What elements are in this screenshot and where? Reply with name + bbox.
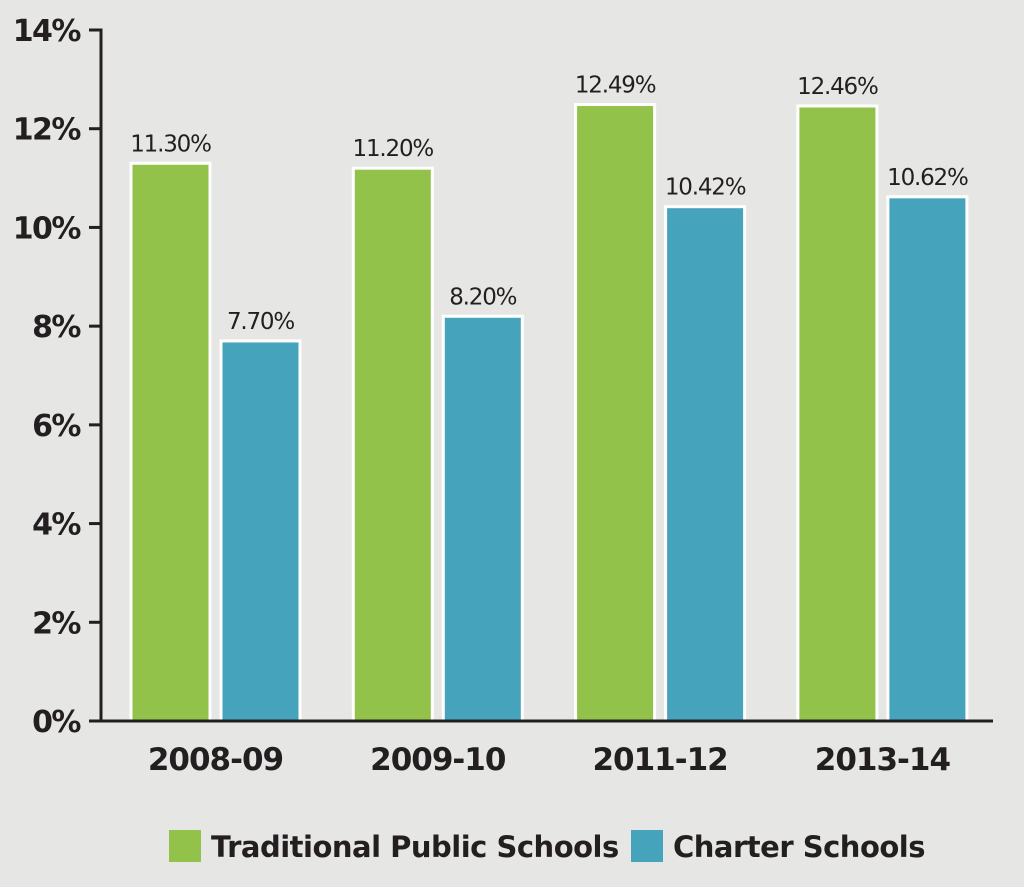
y-tick-label: 14%: [13, 14, 82, 49]
y-tick-label: 10%: [13, 211, 82, 246]
legend-label-charter: Charter Schools: [673, 830, 925, 864]
y-tick-label: 8%: [32, 310, 81, 345]
legend-swatch-traditional: [169, 830, 201, 862]
y-tick-label: 4%: [32, 508, 81, 543]
data-labels-group: 11.30% 7.70% 11.20% 8.20% 12.49% 10.42% 12.46%…: [130, 73, 969, 335]
data-label: 10.42%: [665, 175, 746, 201]
x-tick-label: 2008-09: [148, 742, 283, 778]
bar-charter-2011-12: [664, 205, 747, 723]
bar-traditional-2008-09: [129, 161, 212, 723]
bar-traditional-2013-14: [796, 104, 879, 723]
bar-charter-2009-10: [441, 314, 524, 723]
x-tick-label: 2011-12: [592, 742, 727, 778]
bar-charter-2013-14: [886, 195, 969, 723]
legend: Traditional Public Schools Charter Schoo…: [169, 830, 926, 864]
x-tick-label: 2013-14: [815, 742, 951, 778]
data-label: 7.70%: [227, 309, 294, 335]
x-tick-label: 2009-10: [370, 742, 506, 778]
y-tick-label: 12%: [13, 113, 82, 148]
data-label: 12.46%: [797, 74, 878, 100]
axes-group: [89, 28, 993, 723]
data-label: 11.30%: [130, 131, 211, 157]
data-label: 8.20%: [449, 284, 516, 310]
y-axis-ticks: 0% 2% 4% 6% 8% 10% 12% 14%: [13, 14, 101, 740]
data-label: 12.49%: [575, 73, 656, 99]
y-tick-label: 2%: [32, 606, 81, 641]
legend-swatch-charter: [631, 830, 663, 862]
bar-traditional-2009-10: [351, 166, 434, 723]
y-tick-label: 0%: [32, 705, 81, 740]
data-label: 10.62%: [887, 165, 968, 191]
y-tick-label: 6%: [32, 409, 81, 444]
legend-label-traditional: Traditional Public Schools: [211, 830, 619, 864]
bars-group: [129, 103, 969, 723]
bar-traditional-2011-12: [574, 103, 657, 723]
x-axis-labels: 2008-09 2009-10 2011-12 2013-14: [148, 742, 952, 778]
data-label: 11.20%: [353, 136, 434, 162]
bar-charter-2008-09: [219, 339, 302, 723]
